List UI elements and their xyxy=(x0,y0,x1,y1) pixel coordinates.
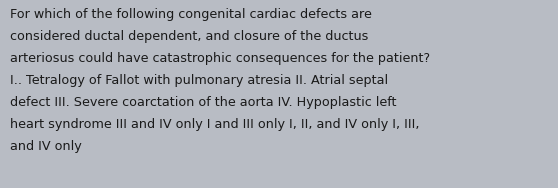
Text: arteriosus could have catastrophic consequences for the patient?: arteriosus could have catastrophic conse… xyxy=(10,52,430,65)
Text: considered ductal dependent, and closure of the ductus: considered ductal dependent, and closure… xyxy=(10,30,368,43)
Text: defect III. Severe coarctation of the aorta IV. Hypoplastic left: defect III. Severe coarctation of the ao… xyxy=(10,96,397,109)
Text: heart syndrome III and IV only I and III only I, II, and IV only I, III,: heart syndrome III and IV only I and III… xyxy=(10,118,420,131)
Text: For which of the following congenital cardiac defects are: For which of the following congenital ca… xyxy=(10,8,372,21)
Text: I.. Tetralogy of Fallot with pulmonary atresia II. Atrial septal: I.. Tetralogy of Fallot with pulmonary a… xyxy=(10,74,388,87)
Text: and IV only: and IV only xyxy=(10,140,82,153)
